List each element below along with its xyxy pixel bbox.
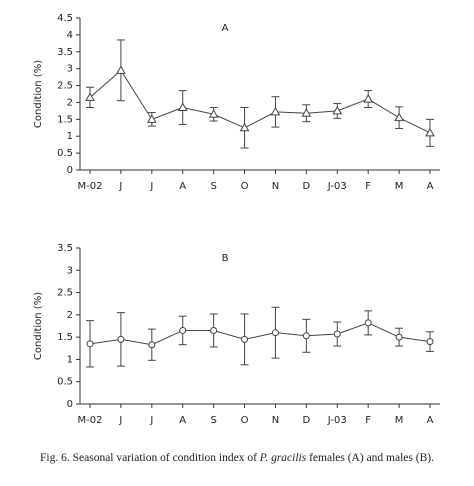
marker [301,108,312,117]
marker [177,102,188,112]
y-tick-label: 0 [67,165,73,176]
y-tick-label: 4.5 [57,13,73,24]
marker [394,112,404,122]
caption-text: females (A) and males (B). [306,452,434,464]
marker [363,94,374,103]
x-tick-label: M-02 [78,415,103,426]
y-tick-label: 0.5 [57,377,73,388]
x-tick-label: M [395,415,404,426]
y-tick-label: 2.5 [57,81,73,92]
marker [148,341,156,349]
x-tick-label: S [210,181,216,192]
x-tick-label: J [118,415,122,426]
y-tick-label: 1 [67,131,73,142]
marker [302,332,310,340]
x-tick-label: F [365,415,371,426]
marker [86,340,94,348]
x-tick-label: M [395,181,404,192]
y-tick-label: 3 [67,64,73,75]
x-tick-label: J-03 [327,181,347,192]
y-tick-label: 3.5 [57,47,73,58]
x-tick-label: D [303,181,311,192]
y-tick-label: 2 [67,97,73,108]
marker [146,114,157,123]
y-tick-label: 1 [67,354,73,365]
marker [271,329,279,337]
caption-text: Fig. 6. Seasonal variation of condition … [40,452,260,464]
marker [270,106,281,116]
x-tick-label: J-03 [327,415,347,426]
y-tick-label: 2 [67,310,73,321]
y-tick-label: 1.5 [57,114,73,125]
marker [210,326,218,334]
marker [117,335,125,343]
x-tick-label: A [179,415,186,426]
x-tick-label: D [303,415,311,426]
y-tick-label: 4 [67,30,73,41]
data-line [89,322,431,346]
marker [239,122,250,132]
x-tick-label: A [179,181,186,192]
marker [116,65,126,74]
x-tick-label: M-02 [78,181,103,192]
y-axis-label: Condition (%) [33,60,44,128]
x-tick-label: N [272,181,279,192]
panel-label: B [222,253,229,264]
caption-species: P. gracilis [259,452,307,464]
marker [208,109,219,118]
x-tick-label: O [241,181,249,192]
x-tick-label: N [272,415,279,426]
x-tick-label: S [210,415,216,426]
marker [364,319,372,327]
y-tick-label: 0 [67,399,73,410]
marker [425,127,435,137]
y-tick-label: 3 [67,265,73,276]
caption: Fig. 6. Seasonal variation of condition … [40,452,434,464]
marker [179,326,187,334]
y-tick-label: 3.5 [57,243,73,254]
x-tick-label: F [365,181,371,192]
marker [332,105,343,115]
x-tick-label: J [149,181,153,192]
x-tick-label: A [427,415,434,426]
y-tick-label: 1.5 [57,332,73,343]
x-tick-label: J [118,181,122,192]
x-tick-label: J [149,415,153,426]
x-tick-label: A [427,181,434,192]
marker [426,338,434,346]
x-tick-label: O [241,415,249,426]
y-tick-label: 2.5 [57,288,73,299]
marker [395,333,403,341]
marker [85,92,95,101]
y-tick-label: 0.5 [57,148,73,159]
panel-label: A [222,23,229,34]
marker [241,335,249,343]
y-axis-label: Condition (%) [33,292,44,360]
data-line [89,69,431,134]
marker [333,330,341,338]
